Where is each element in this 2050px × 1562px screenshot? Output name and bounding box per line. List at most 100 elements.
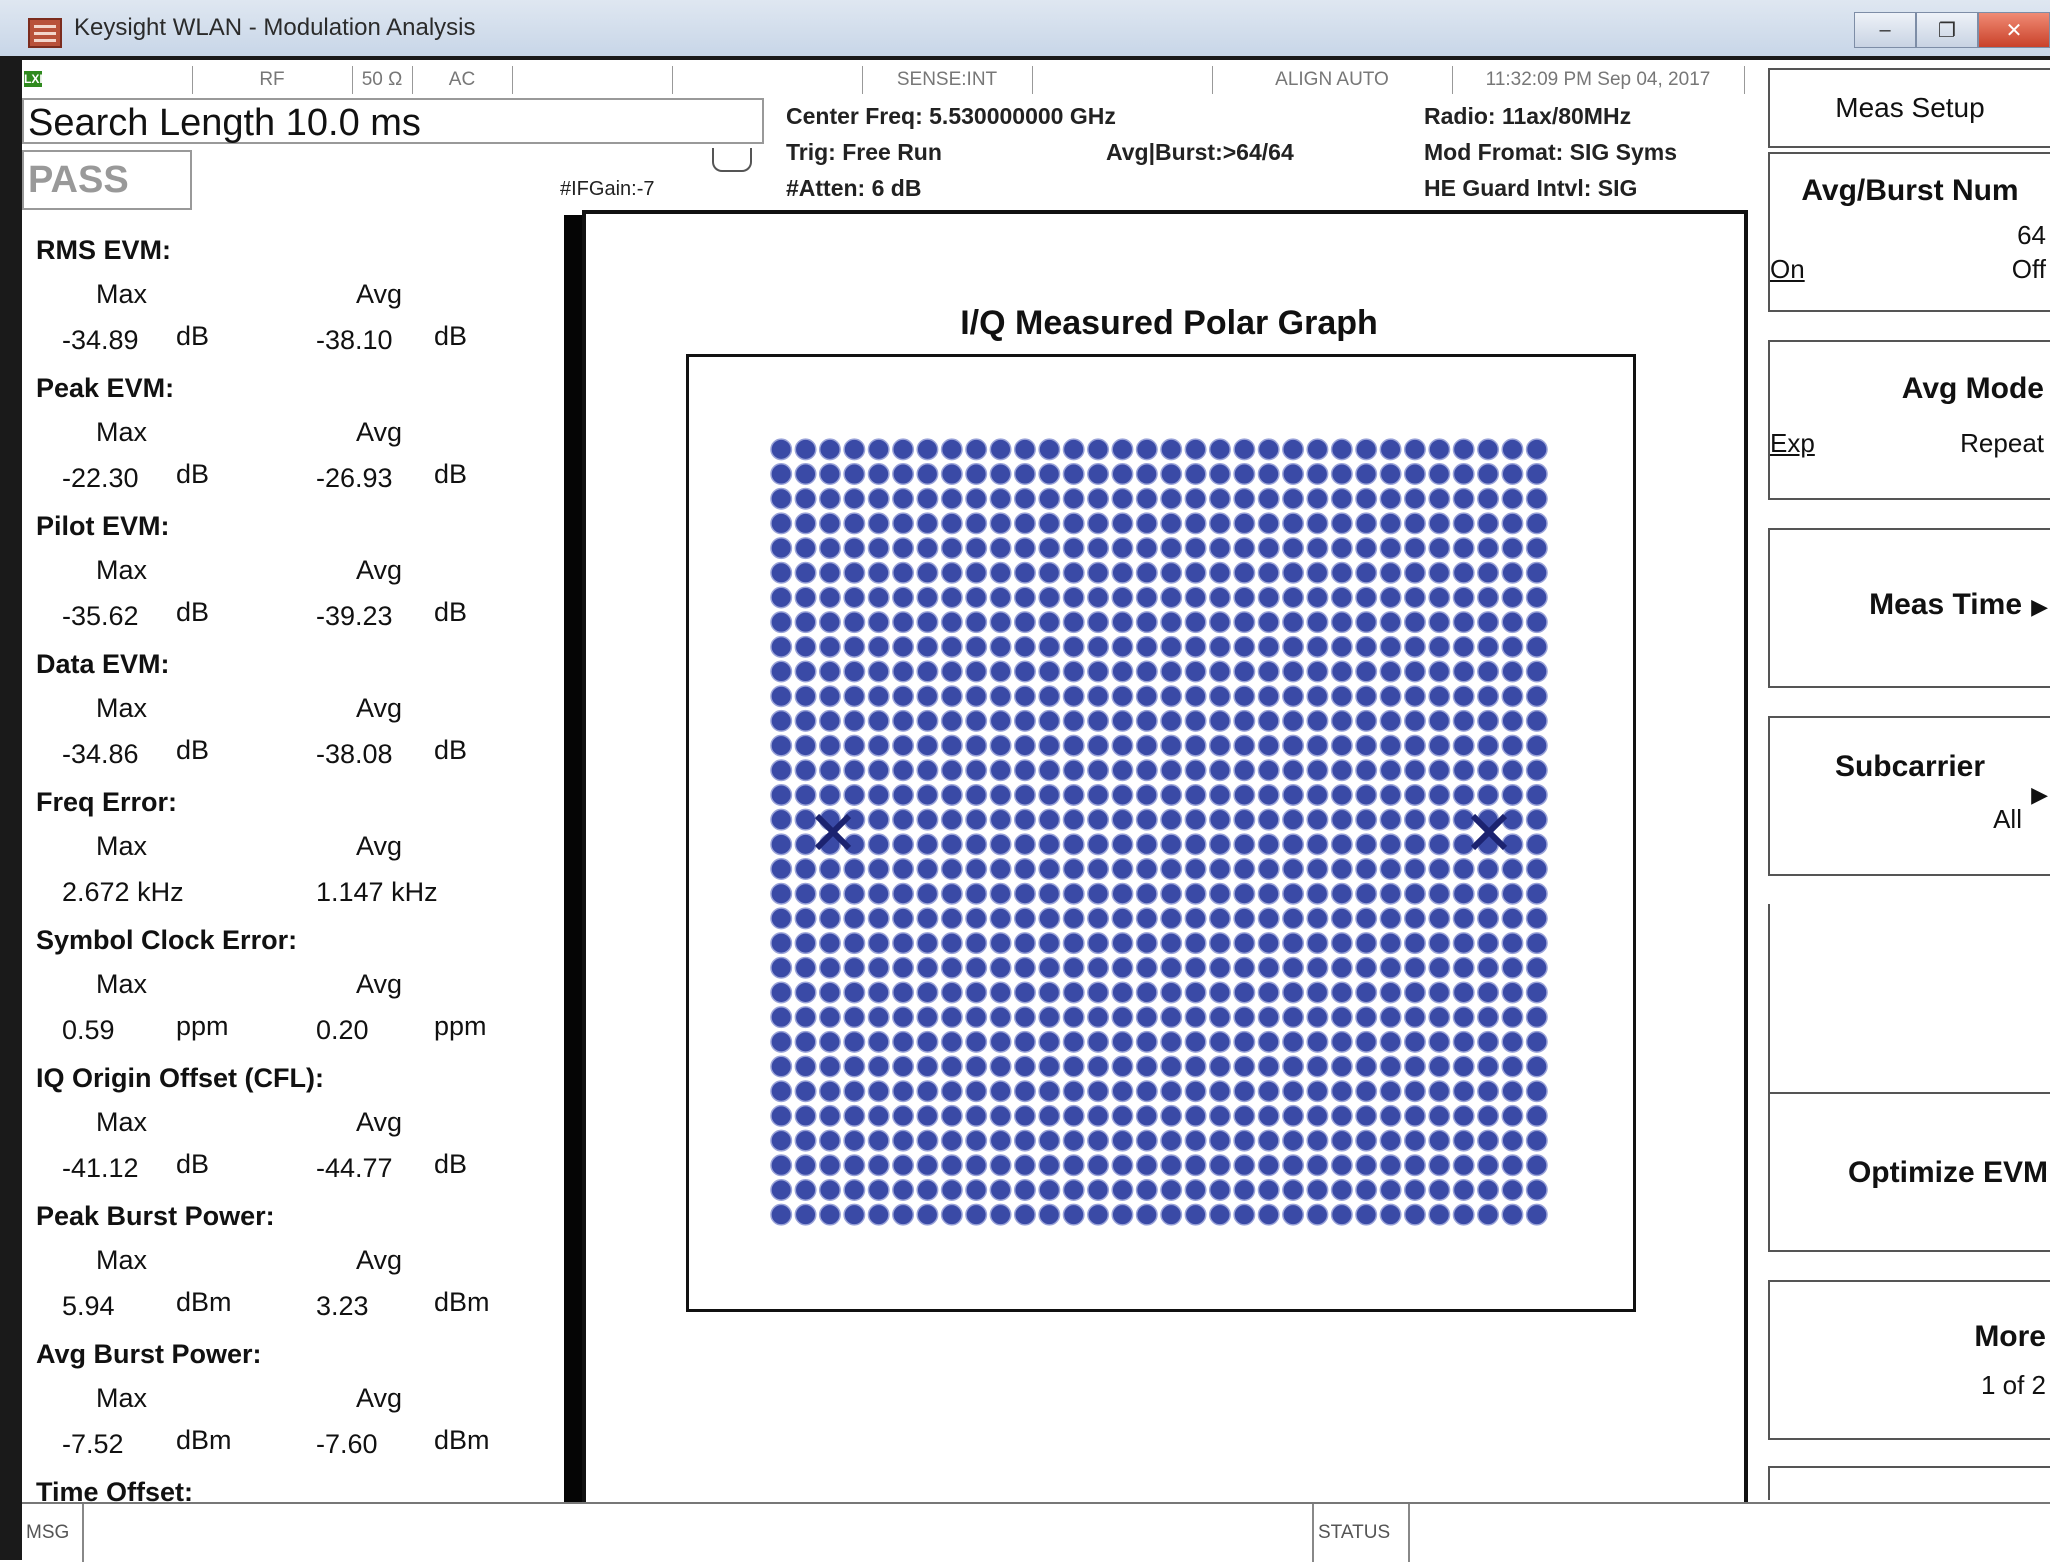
constellation-point bbox=[1452, 1154, 1475, 1177]
constellation-point bbox=[1355, 611, 1378, 634]
constellation-point bbox=[892, 1203, 915, 1226]
constellation-point bbox=[1452, 635, 1475, 658]
constellation-point bbox=[1013, 981, 1036, 1004]
constellation-point bbox=[892, 512, 915, 535]
constellation-point bbox=[965, 512, 988, 535]
constellation-point bbox=[1403, 463, 1426, 486]
pilot-marker-icon bbox=[1470, 813, 1508, 851]
constellation-point bbox=[794, 759, 817, 782]
avg-label: Avg bbox=[356, 555, 403, 585]
constellation-point bbox=[965, 1030, 988, 1053]
constellation-point bbox=[818, 981, 841, 1004]
impedance: 50 Ω bbox=[352, 66, 413, 94]
constellation-point bbox=[892, 709, 915, 732]
constellation-point bbox=[818, 660, 841, 683]
constellation-point bbox=[1525, 833, 1548, 856]
constellation-point bbox=[1208, 660, 1231, 683]
search-length-display[interactable]: Search Length 10.0 ms bbox=[22, 98, 764, 144]
constellation-point bbox=[1525, 685, 1548, 708]
constellation-point bbox=[1038, 512, 1061, 535]
constellation-point bbox=[892, 808, 915, 831]
constellation-point bbox=[1111, 759, 1134, 782]
optimize-evm-key[interactable]: Optimize EVM bbox=[1768, 1092, 2050, 1252]
constellation-point bbox=[1013, 561, 1036, 584]
constellation-point bbox=[843, 956, 866, 979]
constellation-point bbox=[1087, 759, 1110, 782]
constellation-point bbox=[965, 1104, 988, 1127]
constellation-point bbox=[1282, 1055, 1305, 1078]
more-key[interactable]: More 1 of 2 bbox=[1768, 1280, 2050, 1440]
constellation-point bbox=[1525, 858, 1548, 881]
constellation-point bbox=[794, 1006, 817, 1029]
constellation-point bbox=[1403, 1104, 1426, 1127]
constellation-point bbox=[1403, 1203, 1426, 1226]
constellation-point bbox=[843, 438, 866, 461]
constellation-point bbox=[1111, 1129, 1134, 1152]
pass-indicator: PASS bbox=[22, 150, 192, 210]
avg-label: Avg bbox=[356, 279, 403, 309]
metric-avg-unit: dBm bbox=[434, 1287, 490, 1317]
meas-time-key[interactable]: Meas Time ▶ bbox=[1768, 528, 2050, 688]
constellation-point bbox=[1525, 1129, 1548, 1152]
constellation-point bbox=[1282, 463, 1305, 486]
constellation-point bbox=[818, 709, 841, 732]
constellation-point bbox=[965, 907, 988, 930]
constellation-point bbox=[1208, 463, 1231, 486]
constellation-point bbox=[1330, 512, 1353, 535]
constellation-point bbox=[1087, 1203, 1110, 1226]
constellation-point bbox=[1428, 1129, 1451, 1152]
constellation-point bbox=[1111, 932, 1134, 955]
avg-mode-key[interactable]: Avg Mode Exp Repeat bbox=[1768, 340, 2050, 500]
constellation-point bbox=[1379, 1154, 1402, 1177]
constellation-point bbox=[1525, 932, 1548, 955]
constellation-point bbox=[1501, 611, 1524, 634]
constellation-point bbox=[1160, 1203, 1183, 1226]
constellation-point bbox=[818, 1129, 841, 1152]
metric-avg-value: -44.77 bbox=[316, 1153, 393, 1183]
constellation-point bbox=[1062, 833, 1085, 856]
constellation-point bbox=[1355, 660, 1378, 683]
minimize-button[interactable]: – bbox=[1854, 12, 1916, 48]
avg-burst-num-key[interactable]: Avg/Burst Num 64 On Off bbox=[1768, 152, 2050, 312]
constellation-point bbox=[794, 586, 817, 609]
constellation-point bbox=[892, 1030, 915, 1053]
constellation-point bbox=[1257, 487, 1280, 510]
constellation-point bbox=[1477, 438, 1500, 461]
constellation-point bbox=[1525, 734, 1548, 757]
constellation-plot bbox=[770, 438, 1548, 1226]
constellation-point bbox=[1403, 1030, 1426, 1053]
constellation-point bbox=[794, 956, 817, 979]
constellation-point bbox=[1062, 586, 1085, 609]
constellation-point bbox=[1013, 537, 1036, 560]
constellation-point bbox=[1355, 1080, 1378, 1103]
constellation-point bbox=[1038, 487, 1061, 510]
constellation-point bbox=[1160, 1178, 1183, 1201]
subcarrier-key[interactable]: Subcarrier All ▶ bbox=[1768, 716, 2050, 876]
constellation-point bbox=[1257, 561, 1280, 584]
constellation-point bbox=[1062, 783, 1085, 806]
constellation-point bbox=[1208, 932, 1231, 955]
constellation-point bbox=[794, 932, 817, 955]
constellation-point bbox=[1306, 537, 1329, 560]
constellation-point bbox=[1501, 1080, 1524, 1103]
constellation-point bbox=[794, 635, 817, 658]
constellation-point bbox=[770, 882, 793, 905]
constellation-point bbox=[1208, 1129, 1231, 1152]
constellation-point bbox=[940, 981, 963, 1004]
constellation-point bbox=[867, 1154, 890, 1177]
close-button[interactable]: ✕ bbox=[1978, 12, 2050, 48]
constellation-point bbox=[1355, 882, 1378, 905]
constellation-point bbox=[1160, 586, 1183, 609]
constellation-point bbox=[1452, 685, 1475, 708]
constellation-point bbox=[1233, 487, 1256, 510]
constellation-point bbox=[1501, 858, 1524, 881]
constellation-point bbox=[1013, 586, 1036, 609]
app-icon bbox=[28, 18, 62, 48]
avg-label: Avg bbox=[356, 693, 403, 723]
maximize-button[interactable]: ❐ bbox=[1916, 12, 1978, 48]
constellation-point bbox=[989, 783, 1012, 806]
constellation-point bbox=[1306, 882, 1329, 905]
constellation-point bbox=[1355, 932, 1378, 955]
constellation-point bbox=[1477, 611, 1500, 634]
constellation-point bbox=[892, 734, 915, 757]
